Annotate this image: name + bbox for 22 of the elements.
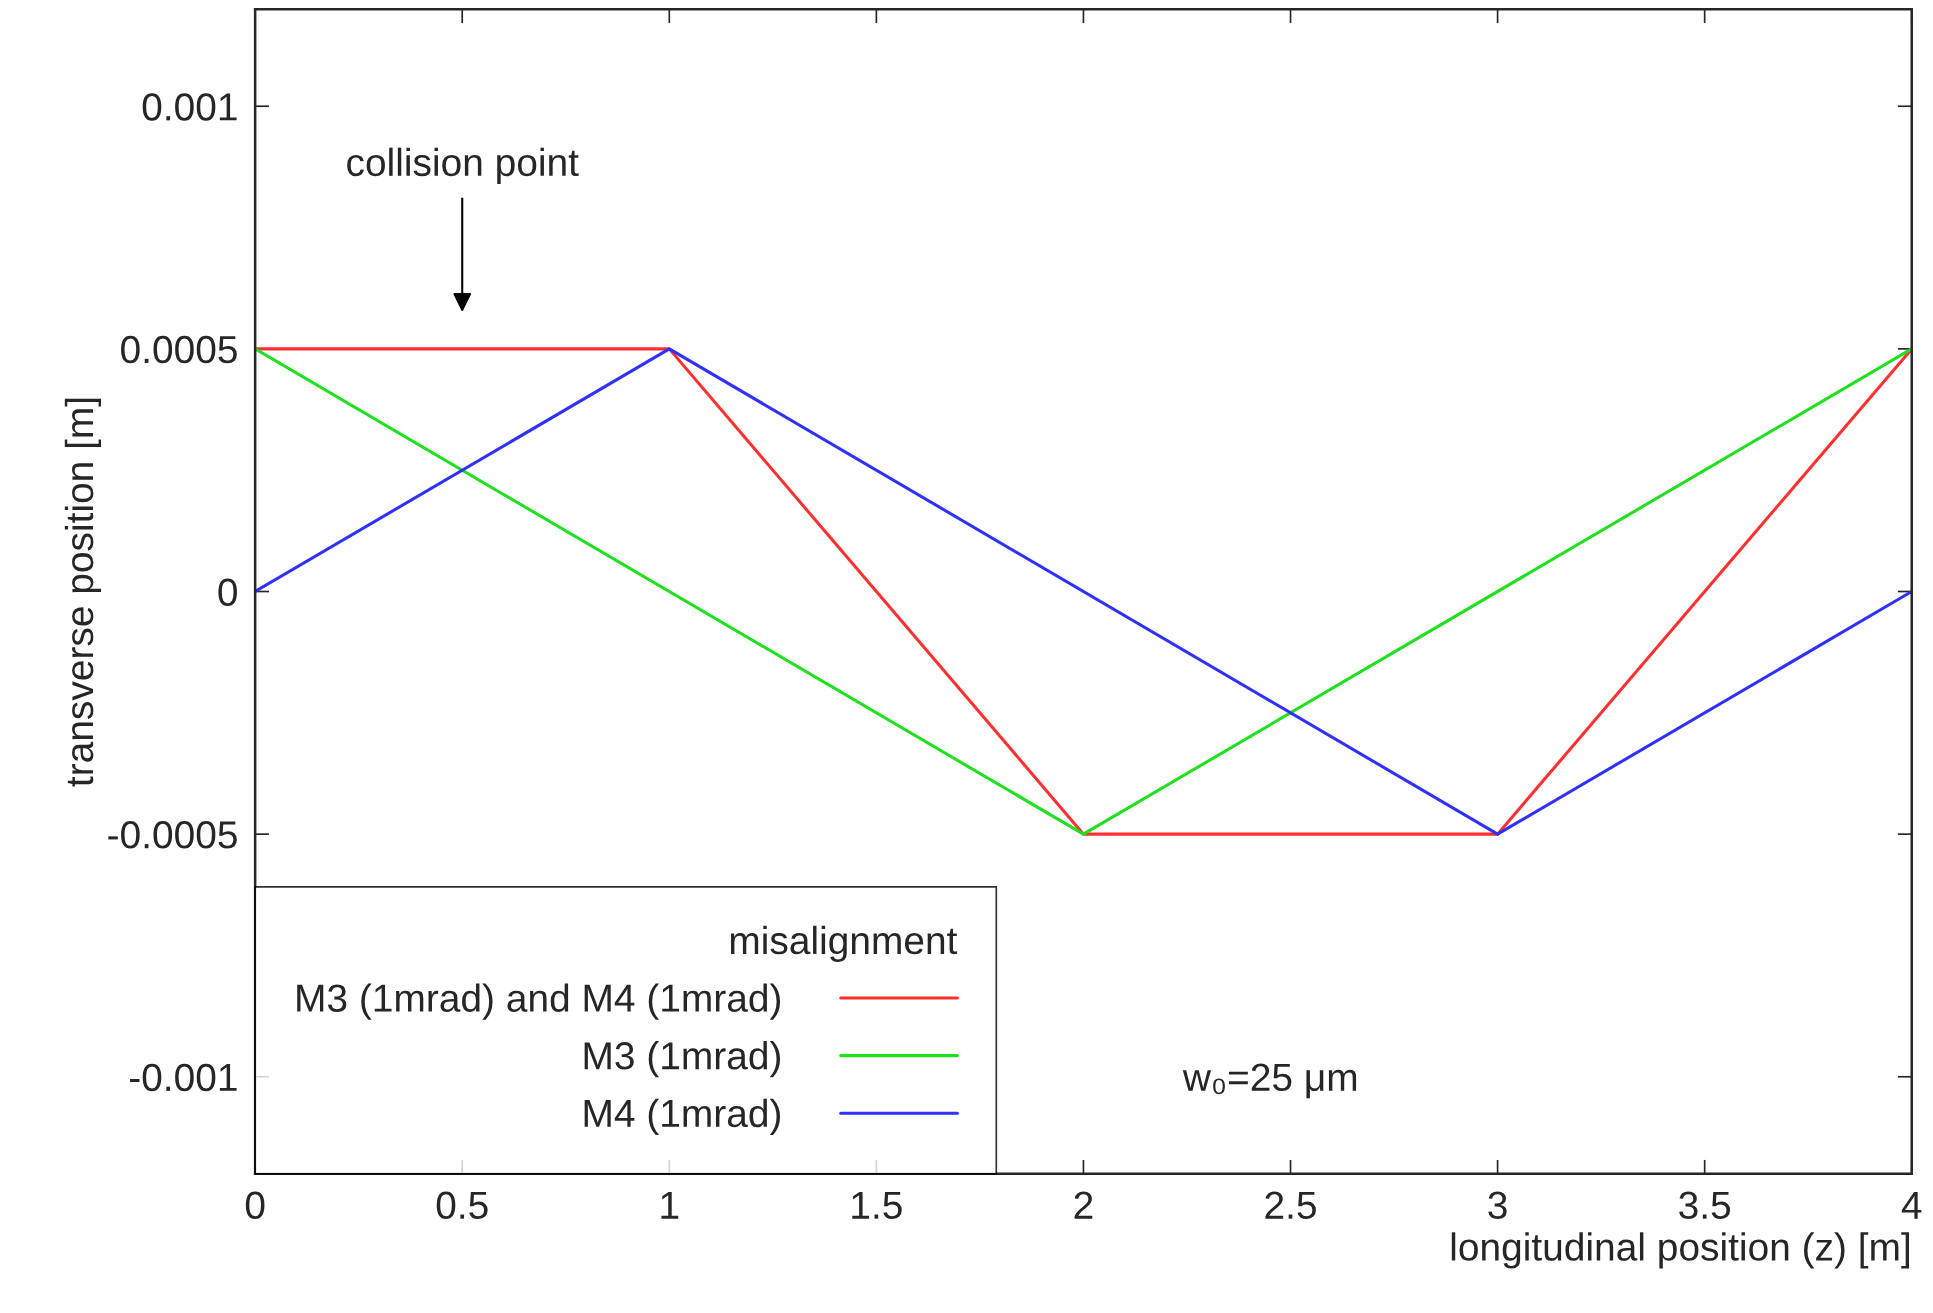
x-tick-label: 0.5 — [436, 1191, 488, 1220]
x-tick-label: 2 — [1074, 1191, 1093, 1219]
y-tick-label: -0.0005 — [108, 821, 237, 849]
annotation: w₀=25 μm — [1182, 1063, 1357, 1099]
x-axis-title: longitudinal position (z) [m] — [1451, 1232, 1909, 1269]
x-tick-label: 4 — [1901, 1191, 1922, 1219]
x-tick-label: 3.5 — [1679, 1191, 1731, 1220]
legend-label: M3 (1mrad) and M4 (1mrad) — [297, 983, 781, 1020]
legend-label: M4 (1mrad) — [584, 1098, 781, 1135]
y-tick-label: 0 — [218, 578, 237, 606]
y-axis-title: transverse position [m] — [64, 398, 102, 787]
legend-label: M3 (1mrad) — [584, 1041, 781, 1078]
legend-title: misalignment — [730, 925, 958, 963]
annotation: collision point — [347, 147, 579, 184]
x-tick-label: 0 — [245, 1191, 265, 1220]
y-tick-label: 0.001 — [142, 93, 237, 121]
x-tick-label: 3 — [1488, 1191, 1507, 1220]
y-tick-label: -0.001 — [129, 1063, 237, 1092]
x-tick-label: 1.5 — [852, 1191, 902, 1220]
x-tick-label: 2.5 — [1265, 1191, 1316, 1220]
y-tick-label: 0.0005 — [121, 335, 237, 364]
x-tick-label: 1 — [661, 1191, 679, 1219]
